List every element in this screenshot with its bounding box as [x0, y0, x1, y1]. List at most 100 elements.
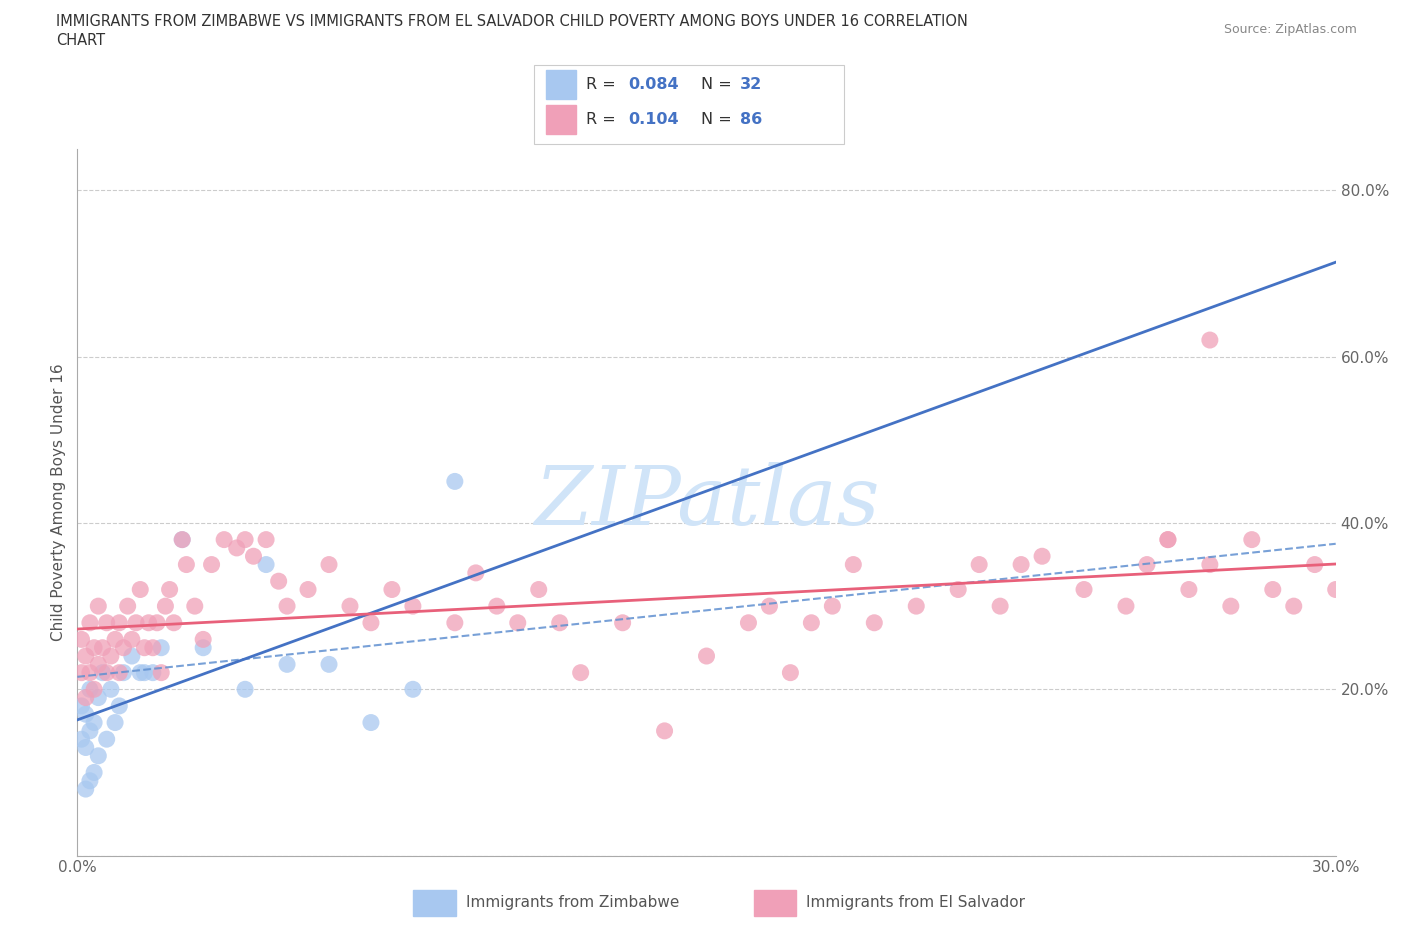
Point	[1157, 532, 1180, 547]
Bar	[754, 891, 796, 916]
Point	[485, 599, 508, 614]
Point	[297, 582, 319, 597]
Point	[79, 682, 101, 697]
Text: N =: N =	[700, 77, 737, 92]
Point	[1324, 582, 1347, 597]
Point	[150, 640, 173, 655]
Point	[191, 640, 215, 655]
Point	[87, 749, 110, 764]
Point	[948, 582, 970, 597]
Text: Immigrants from El Salvador: Immigrants from El Salvador	[806, 895, 1025, 910]
Point	[96, 665, 118, 680]
Point	[100, 648, 122, 663]
Point	[233, 532, 256, 547]
Point	[612, 616, 634, 631]
Point	[176, 557, 198, 572]
Point	[70, 698, 93, 713]
Point	[79, 774, 101, 789]
Text: ZIPatlas: ZIPatlas	[534, 462, 879, 542]
Point	[125, 616, 148, 631]
Point	[96, 616, 118, 631]
Point	[104, 715, 127, 730]
Point	[800, 616, 823, 631]
Point	[696, 648, 718, 663]
Point	[79, 724, 101, 738]
Point	[569, 665, 592, 680]
Point	[200, 557, 222, 572]
Point	[1115, 599, 1137, 614]
Point	[254, 532, 277, 547]
Text: 32: 32	[740, 77, 762, 92]
Point	[527, 582, 550, 597]
Point	[108, 698, 131, 713]
Point	[79, 665, 101, 680]
Point	[548, 616, 571, 631]
Point	[159, 582, 181, 597]
Point	[1261, 582, 1284, 597]
Point	[254, 557, 277, 572]
Point	[75, 740, 97, 755]
Point	[87, 599, 110, 614]
Point	[96, 732, 118, 747]
Point	[150, 665, 173, 680]
Point	[108, 665, 131, 680]
Point	[225, 540, 247, 555]
Point	[360, 616, 382, 631]
Text: R =: R =	[586, 112, 621, 126]
Point	[506, 616, 529, 631]
Point	[138, 616, 160, 631]
Point	[1073, 582, 1095, 597]
Point	[360, 715, 382, 730]
Point	[212, 532, 235, 547]
Point	[779, 665, 801, 680]
Point	[112, 665, 135, 680]
Point	[79, 616, 101, 631]
Point	[134, 665, 156, 680]
Point	[112, 640, 135, 655]
Point	[1219, 599, 1241, 614]
Point	[75, 707, 97, 722]
Point	[737, 616, 759, 631]
Point	[1282, 599, 1305, 614]
Point	[402, 682, 425, 697]
Point	[184, 599, 207, 614]
Point	[318, 657, 340, 671]
Point	[91, 665, 114, 680]
Point	[121, 632, 143, 647]
Point	[842, 557, 865, 572]
Text: Source: ZipAtlas.com: Source: ZipAtlas.com	[1223, 23, 1357, 36]
Point	[339, 599, 361, 614]
Text: R =: R =	[586, 77, 621, 92]
Point	[155, 599, 177, 614]
Point	[91, 640, 114, 655]
Point	[121, 648, 143, 663]
Point	[108, 616, 131, 631]
Point	[83, 640, 105, 655]
Text: 0.104: 0.104	[628, 112, 679, 126]
Point	[758, 599, 780, 614]
Point	[444, 474, 467, 489]
Point	[83, 682, 105, 697]
Point	[276, 657, 298, 671]
Y-axis label: Child Poverty Among Boys Under 16: Child Poverty Among Boys Under 16	[51, 364, 66, 641]
Point	[100, 682, 122, 697]
Point	[276, 599, 298, 614]
Point	[70, 665, 93, 680]
Point	[142, 665, 165, 680]
Point	[70, 632, 93, 647]
Point	[1010, 557, 1032, 572]
Point	[381, 582, 404, 597]
Point	[134, 640, 156, 655]
Point	[1240, 532, 1263, 547]
Point	[172, 532, 194, 547]
Point	[905, 599, 928, 614]
Point	[863, 616, 886, 631]
Point	[191, 632, 215, 647]
Point	[163, 616, 186, 631]
Point	[87, 690, 110, 705]
Point	[129, 582, 152, 597]
Bar	[413, 891, 456, 916]
Point	[70, 732, 93, 747]
Point	[1346, 557, 1368, 572]
Point	[821, 599, 844, 614]
